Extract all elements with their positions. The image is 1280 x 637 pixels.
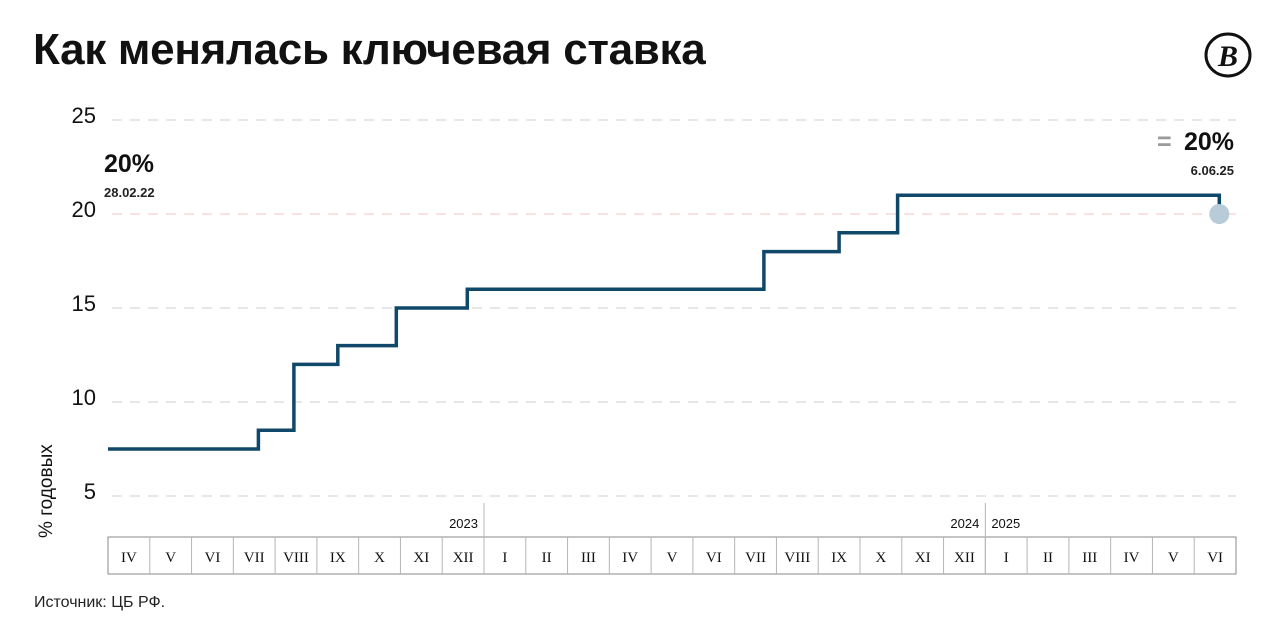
y-tick-label: 20: [72, 197, 96, 222]
x-tick-label: I: [1004, 550, 1009, 566]
x-tick-label: II: [542, 550, 552, 566]
end-rate-value: 20%: [1184, 128, 1234, 156]
end-rate-date: 6.06.25: [1191, 163, 1234, 178]
logo-glyph: В: [1217, 40, 1238, 73]
y-axis-ticks: 5 10 15 20 25: [72, 103, 96, 504]
x-tick-label: VII: [244, 550, 265, 566]
y-tick-label: 15: [72, 291, 96, 316]
x-tick-label: III: [1082, 550, 1097, 566]
x-tick-label: IV: [121, 550, 137, 566]
year-label: 2024: [950, 516, 979, 531]
x-tick-label: I: [502, 550, 507, 566]
series-line-0: [108, 193, 1222, 451]
x-tick-label: IX: [330, 550, 346, 566]
grid-lines: [112, 119, 1236, 497]
start-rate-date: 28.02.22: [104, 185, 155, 200]
x-tick-label: IX: [831, 550, 847, 566]
y-tick-label: 10: [72, 385, 96, 410]
source-note: Источник: ЦБ РФ.: [34, 594, 166, 611]
x-tick-label: V: [667, 550, 678, 566]
x-tick-label: III: [581, 550, 596, 566]
x-tick-label: IV: [622, 550, 638, 566]
x-tick-label: XII: [453, 550, 474, 566]
x-tick-label: VIII: [283, 550, 309, 566]
y-tick-label: 5: [84, 479, 96, 504]
x-tick-label: IV: [1124, 550, 1140, 566]
x-tick-label: X: [374, 550, 385, 566]
x-tick-label: V: [1168, 550, 1179, 566]
x-tick-label: II: [1043, 550, 1053, 566]
x-tick-label: VIII: [784, 550, 810, 566]
x-tick-label: VI: [205, 550, 221, 566]
chart-title: Как менялась ключевая ставка: [33, 25, 706, 74]
year-label: 2023: [449, 516, 478, 531]
x-tick-label: XI: [413, 550, 429, 566]
x-axis-frame: [107, 536, 1237, 575]
end-point-marker: [1209, 204, 1230, 224]
vedomosti-logo-icon: В: [1204, 32, 1252, 78]
x-tick-label: VI: [1207, 550, 1223, 566]
start-rate-value: 20%: [104, 150, 154, 178]
x-tick-label: VII: [745, 550, 766, 566]
year-label: 2025: [991, 516, 1020, 531]
x-tick-label: V: [165, 550, 176, 566]
series-line: [108, 193, 1230, 451]
annotations: 20% 28.02.22 = 20% 6.06.25: [104, 128, 1234, 200]
end-rate-equal-symbol: =: [1157, 128, 1172, 156]
x-tick-label: VI: [706, 550, 722, 566]
x-tick-label: XI: [915, 550, 931, 566]
x-tick-label: X: [875, 550, 886, 566]
y-axis-label: % годовых: [36, 444, 57, 538]
x-axis: IV V VI VII VIII IX X XI XII I II III IV V VI VII VIII IX…: [107, 503, 1237, 575]
x-tick-label: XII: [954, 550, 975, 566]
y-tick-label: 25: [72, 103, 96, 128]
